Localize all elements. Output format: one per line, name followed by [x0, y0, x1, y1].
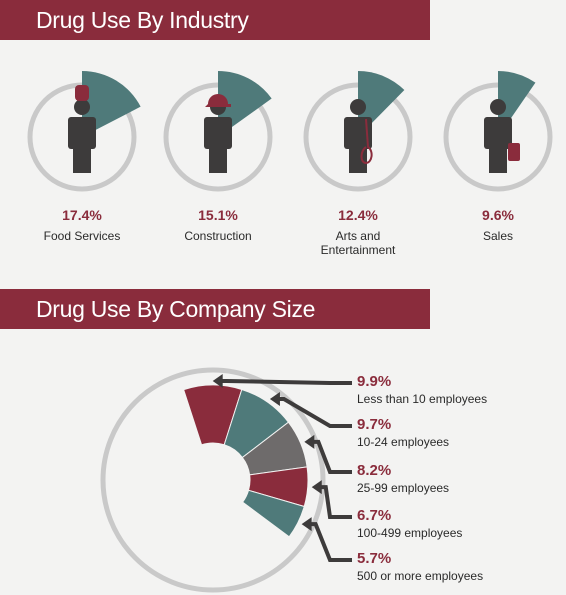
arrow-connector [308, 439, 352, 474]
industry-value-label: 15.1% [198, 207, 238, 223]
company-size-value-label: 9.7% [357, 416, 392, 433]
company-size-category-label: Less than 10 employees [357, 392, 488, 406]
person-figure-icon [68, 85, 96, 173]
company-size-category-label: 500 or more employees [357, 569, 484, 583]
figure-head [350, 99, 366, 115]
industry-value-wedge [82, 71, 141, 137]
company-size-category-label: 100-499 employees [357, 526, 463, 540]
industry-item [303, 71, 413, 192]
figure-legs [349, 147, 367, 173]
industry-category-label: Sales [482, 229, 514, 243]
company-size-ring [100, 367, 326, 593]
industry-category-label: Entertainment [320, 243, 396, 257]
industry-value-label: 12.4% [338, 207, 378, 223]
figure-torso [344, 117, 372, 149]
suitcase-icon [508, 143, 520, 161]
person-figure-icon [484, 99, 520, 173]
arrow-head-icon [301, 517, 312, 532]
arrow-head-icon [304, 434, 315, 449]
industry-item [163, 71, 273, 192]
industry-category-label: Arts and [335, 229, 381, 243]
company-size-segment [241, 489, 305, 538]
company-size-value-label: 5.7% [357, 550, 392, 567]
figure-head [490, 99, 506, 115]
arrow-head-icon [269, 392, 280, 407]
figure-legs [209, 147, 227, 173]
industry-value-label: 17.4% [62, 207, 102, 223]
figure-head [74, 99, 90, 115]
person-figure-icon [344, 99, 373, 173]
industry-item [443, 71, 553, 192]
chef-hat-icon [75, 85, 89, 101]
figure-torso [204, 117, 232, 149]
industry-section-title: Drug Use By Industry [36, 7, 249, 33]
arrow-head-icon [311, 480, 322, 495]
figure-torso [68, 117, 96, 149]
hard-hat-icon [205, 94, 231, 107]
industry-category-label: Construction [184, 229, 252, 243]
industry-category-label: Food Services [43, 229, 121, 243]
company-size-section-banner: Drug Use By Company Size [0, 289, 430, 329]
company-size-chart [100, 367, 352, 593]
industry-value-label: 9.6% [482, 207, 514, 223]
figure-torso [484, 117, 512, 149]
industry-chart [27, 71, 553, 192]
company-size-category-label: 10-24 employees [357, 435, 450, 449]
figure-legs [489, 147, 507, 173]
person-figure-icon [204, 94, 232, 173]
industry-section-banner: Drug Use By Industry [0, 0, 430, 40]
company-size-section-title: Drug Use By Company Size [36, 296, 316, 322]
company-size-value-label: 6.7% [357, 507, 392, 524]
figure-legs [73, 147, 91, 173]
arrow-connector [216, 379, 352, 385]
company-size-value-label: 8.2% [357, 462, 392, 479]
company-size-category-label: 25-99 employees [357, 481, 450, 495]
guitar-icon [360, 118, 373, 165]
arrow-head-icon [212, 374, 223, 389]
company-size-value-label: 9.9% [357, 373, 392, 390]
industry-item [27, 71, 141, 192]
